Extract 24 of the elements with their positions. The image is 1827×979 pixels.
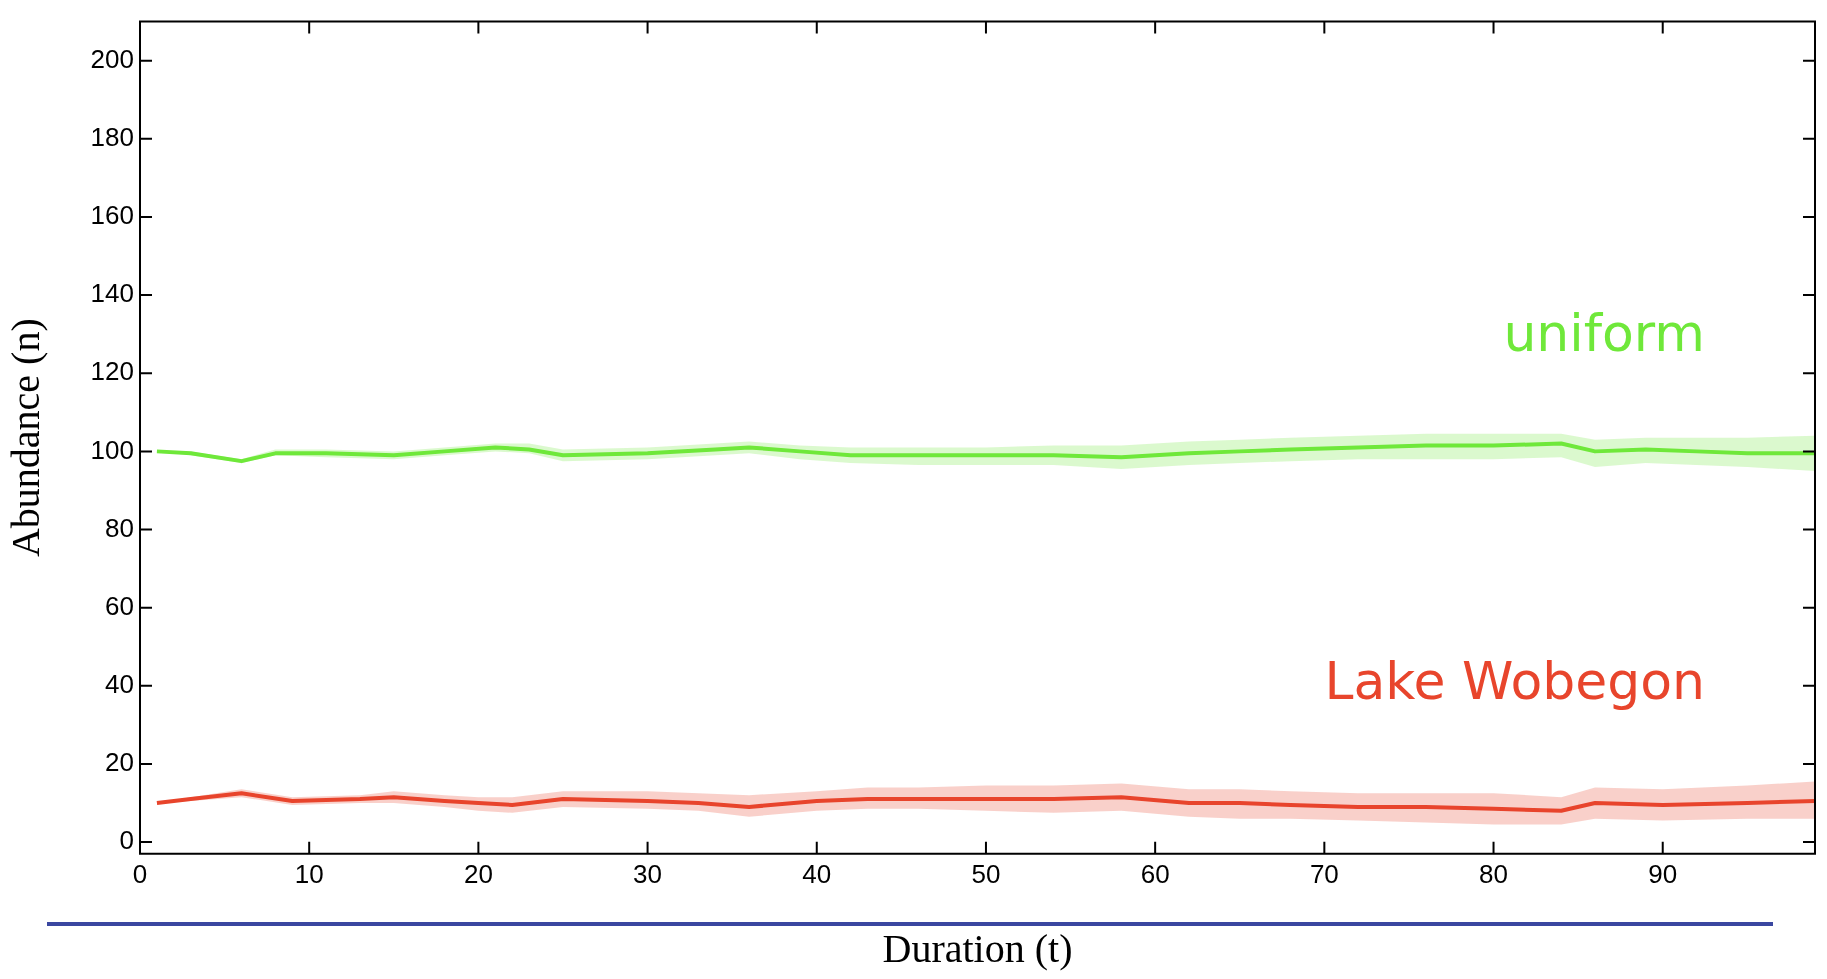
x-tick-label: 10 [294,858,324,889]
y-tick-label: 140 [90,278,134,309]
y-axis-title: Abundance (n) [2,318,48,558]
series-label: uniform [1503,303,1705,364]
y-tick-label: 20 [105,747,134,778]
y-tick-label: 40 [105,668,134,699]
y-tick-label: 60 [105,590,134,621]
y-tick-label: 120 [90,356,134,387]
y-tick-label: 160 [90,200,134,231]
y-tick-label: 200 [90,43,134,74]
x-tick-label: 60 [1140,858,1170,889]
y-tick-label: 0 [119,825,134,856]
x-tick-label: 80 [1479,858,1508,889]
x-axis-title: Duration (t) [882,925,1073,971]
series-label: Lake Wobegon [1324,651,1705,712]
x-tick-label: 70 [1309,858,1339,889]
x-tick-label: 90 [1648,858,1678,889]
x-tick-label: 20 [463,858,493,889]
y-tick-label: 80 [105,512,134,543]
y-tick-label: 180 [90,121,134,152]
x-tick-label: 50 [971,858,1001,889]
y-tick-label: 100 [90,434,134,465]
x-tick-label: 30 [633,858,663,889]
x-tick-label: 40 [802,858,832,889]
